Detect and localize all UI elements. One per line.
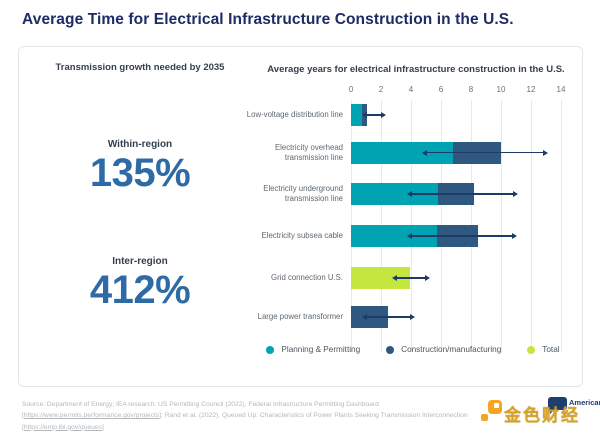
stat-within-region-value: 135% bbox=[89, 151, 191, 195]
error-bar-cap-right bbox=[513, 191, 518, 197]
error-bar-cap-left bbox=[362, 314, 367, 320]
x-tick-label: 0 bbox=[348, 85, 354, 94]
chart-legend: Planning & Permitting Construction/manufa… bbox=[248, 345, 578, 354]
error-bar-cap-left bbox=[407, 233, 412, 239]
x-tick-label: 14 bbox=[556, 85, 566, 94]
source-text: Source: Department of Energy; IEA resear… bbox=[22, 401, 379, 420]
error-bar-cap-left bbox=[407, 191, 412, 197]
stat-within-region-label: Within-region bbox=[107, 139, 173, 150]
left-panel-header: Transmission growth needed by 2035 bbox=[55, 62, 225, 73]
bar-segment bbox=[351, 183, 438, 205]
bar-chart-plot: 0 2 4 6 8 10 12 14 Low-voltage distribution line… bbox=[246, 84, 580, 356]
legend-dot bbox=[386, 345, 395, 354]
legend-item: Total bbox=[527, 345, 560, 354]
category-label: Electricity underground transmission lin… bbox=[263, 183, 343, 203]
error-bar-cap-right bbox=[543, 149, 548, 156]
bar-segment bbox=[351, 225, 437, 247]
gridline bbox=[531, 100, 532, 352]
category-label: Grid connection U.S. bbox=[271, 272, 343, 282]
error-bar-cap-right bbox=[381, 112, 386, 118]
bar-segment bbox=[351, 267, 410, 289]
error-bar-cap-right bbox=[511, 233, 517, 239]
legend-item: Construction/manufacturing bbox=[386, 345, 501, 354]
error-bar bbox=[396, 277, 425, 279]
x-tick-label: 6 bbox=[438, 85, 444, 94]
error-bar-cap-right bbox=[409, 314, 415, 320]
error-bar bbox=[366, 114, 381, 116]
x-tick-label: 4 bbox=[408, 85, 414, 94]
error-bar-cap-left bbox=[422, 149, 427, 156]
legend-label: Total bbox=[542, 345, 560, 354]
bar-segment bbox=[351, 141, 453, 164]
source-text: ]; Rand et al. (2022), Queued Up: Charac… bbox=[22, 412, 468, 431]
bar-segment bbox=[351, 104, 362, 126]
cn-watermark-text: 金色财经 bbox=[504, 406, 580, 425]
error-bar bbox=[366, 316, 410, 318]
category-label: Electricity overhead transmission line bbox=[274, 142, 343, 162]
x-tick-label: 12 bbox=[526, 85, 536, 94]
category-label: Electricity subsea cable bbox=[261, 230, 343, 240]
gridline bbox=[501, 100, 502, 352]
source-link[interactable]: https://emp.lbl.gov/queues bbox=[23, 423, 102, 431]
jinse-logo-icon bbox=[481, 400, 502, 421]
legend-label: Construction/manufacturing bbox=[401, 345, 502, 354]
source-text: ] bbox=[101, 423, 104, 431]
source-link[interactable]: https://www.permits.performance.gov/proj… bbox=[23, 412, 160, 420]
stat-inter-region-label: Inter-region bbox=[112, 256, 168, 267]
category-label: Low-voltage distribution line bbox=[246, 109, 343, 119]
error-bar-cap-right bbox=[424, 275, 430, 281]
legend-dot bbox=[527, 345, 536, 354]
error-bar bbox=[411, 235, 512, 237]
error-bar-cap-left bbox=[392, 275, 397, 281]
x-tick-label: 2 bbox=[378, 85, 384, 94]
error-bar-cap-left bbox=[362, 112, 367, 118]
brand-logo-text: American bbox=[569, 398, 600, 407]
source-note: Source: Department of Energy; IEA resear… bbox=[22, 399, 480, 433]
error-bar bbox=[411, 193, 513, 195]
chart-title: Average years for electrical infrastruct… bbox=[267, 64, 565, 75]
x-tick-label: 10 bbox=[496, 85, 506, 94]
legend-label: Planning & Permitting bbox=[281, 345, 361, 354]
x-tick-label: 8 bbox=[468, 85, 474, 94]
category-label: Large power transformer bbox=[257, 311, 343, 321]
gridline bbox=[561, 100, 562, 352]
chart-card bbox=[18, 46, 583, 387]
jinse-logo-notch bbox=[494, 403, 499, 408]
legend-item: Planning & Permitting bbox=[266, 345, 360, 354]
page-title: Average Time for Electrical Infrastructu… bbox=[22, 11, 514, 28]
speech-bubble-icon bbox=[548, 397, 567, 414]
legend-dot bbox=[266, 345, 275, 354]
stat-inter-region-value: 412% bbox=[89, 268, 191, 312]
error-bar bbox=[426, 151, 543, 154]
jinse-logo-shape-small bbox=[481, 414, 488, 421]
